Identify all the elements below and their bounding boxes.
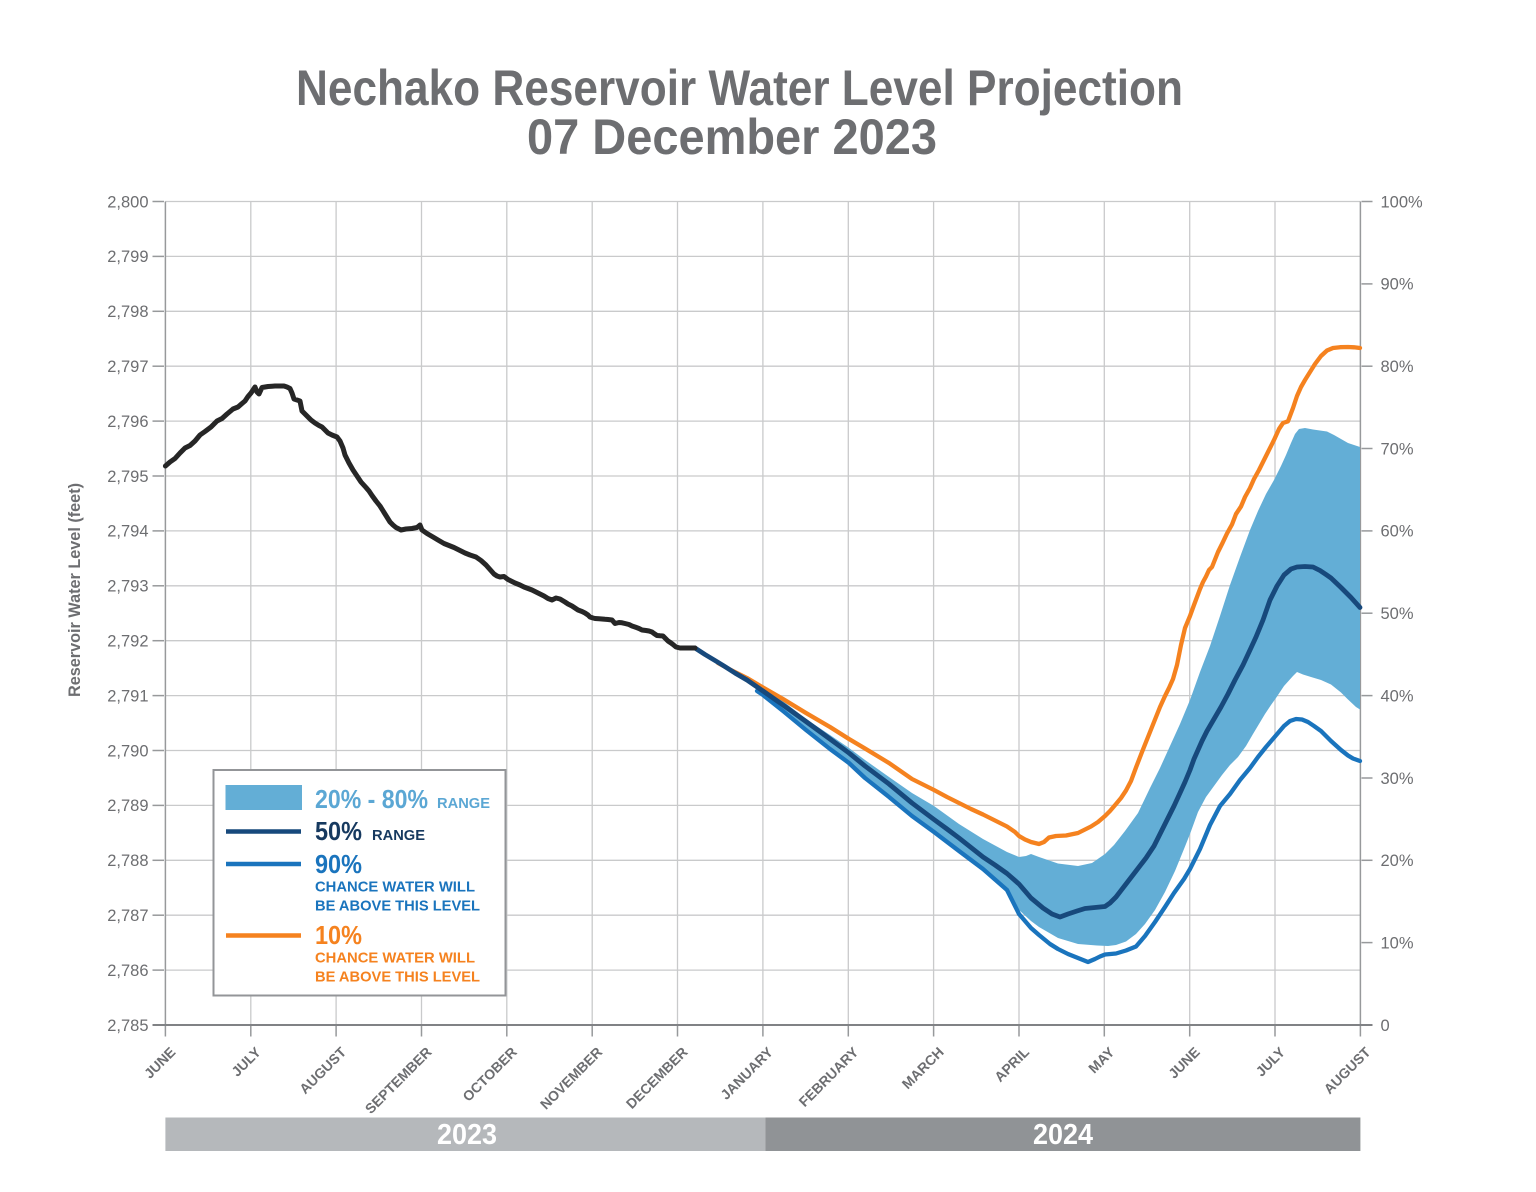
svg-text:2023: 2023 bbox=[437, 1119, 497, 1151]
svg-text:50%: 50% bbox=[1381, 605, 1414, 623]
svg-text:60%: 60% bbox=[1381, 523, 1414, 541]
svg-text:70%: 70% bbox=[1381, 440, 1414, 458]
svg-text:80%: 80% bbox=[1381, 358, 1414, 376]
svg-text:2,798: 2,798 bbox=[107, 303, 148, 321]
svg-text:Nechako Reservoir Water Level: Nechako Reservoir Water Level Projection bbox=[296, 60, 1183, 116]
svg-text:BE ABOVE THIS LEVEL: BE ABOVE THIS LEVEL bbox=[315, 899, 480, 915]
svg-text:20% - 80%: 20% - 80% bbox=[315, 784, 428, 814]
svg-text:2,794: 2,794 bbox=[107, 523, 148, 541]
svg-text:CHANCE WATER WILL: CHANCE WATER WILL bbox=[315, 880, 475, 896]
svg-text:07 December 2023: 07 December 2023 bbox=[527, 109, 937, 165]
svg-text:2,797: 2,797 bbox=[107, 358, 148, 376]
svg-text:2,789: 2,789 bbox=[107, 797, 148, 815]
svg-text:2,800: 2,800 bbox=[107, 193, 148, 211]
svg-text:RANGE: RANGE bbox=[372, 828, 425, 844]
svg-text:50%: 50% bbox=[315, 816, 362, 846]
svg-text:10%: 10% bbox=[315, 920, 362, 950]
svg-text:90%: 90% bbox=[315, 849, 362, 879]
svg-text:2,793: 2,793 bbox=[107, 578, 148, 596]
svg-text:2,787: 2,787 bbox=[107, 907, 148, 925]
svg-text:RANGE: RANGE bbox=[437, 796, 490, 812]
svg-text:2,788: 2,788 bbox=[107, 852, 148, 870]
svg-text:2,786: 2,786 bbox=[107, 962, 148, 980]
svg-text:CHANCE WATER WILL: CHANCE WATER WILL bbox=[315, 951, 475, 967]
svg-text:BE ABOVE THIS LEVEL: BE ABOVE THIS LEVEL bbox=[315, 970, 480, 986]
svg-text:2,799: 2,799 bbox=[107, 248, 148, 266]
svg-text:30%: 30% bbox=[1381, 770, 1414, 788]
svg-text:2,796: 2,796 bbox=[107, 413, 148, 431]
svg-text:2024: 2024 bbox=[1033, 1119, 1093, 1151]
svg-text:10%: 10% bbox=[1381, 934, 1414, 952]
svg-text:90%: 90% bbox=[1381, 276, 1414, 294]
svg-text:2,792: 2,792 bbox=[107, 633, 148, 651]
svg-text:40%: 40% bbox=[1381, 687, 1414, 705]
svg-text:2,791: 2,791 bbox=[107, 687, 148, 705]
svg-text:0: 0 bbox=[1381, 1017, 1390, 1035]
svg-text:20%: 20% bbox=[1381, 852, 1414, 870]
svg-text:2,795: 2,795 bbox=[107, 468, 148, 486]
svg-text:100%: 100% bbox=[1381, 193, 1424, 211]
svg-text:2,790: 2,790 bbox=[107, 742, 148, 760]
svg-text:Reservoir Water Level (feet): Reservoir Water Level (feet) bbox=[65, 483, 84, 697]
svg-text:2,785: 2,785 bbox=[107, 1017, 148, 1035]
